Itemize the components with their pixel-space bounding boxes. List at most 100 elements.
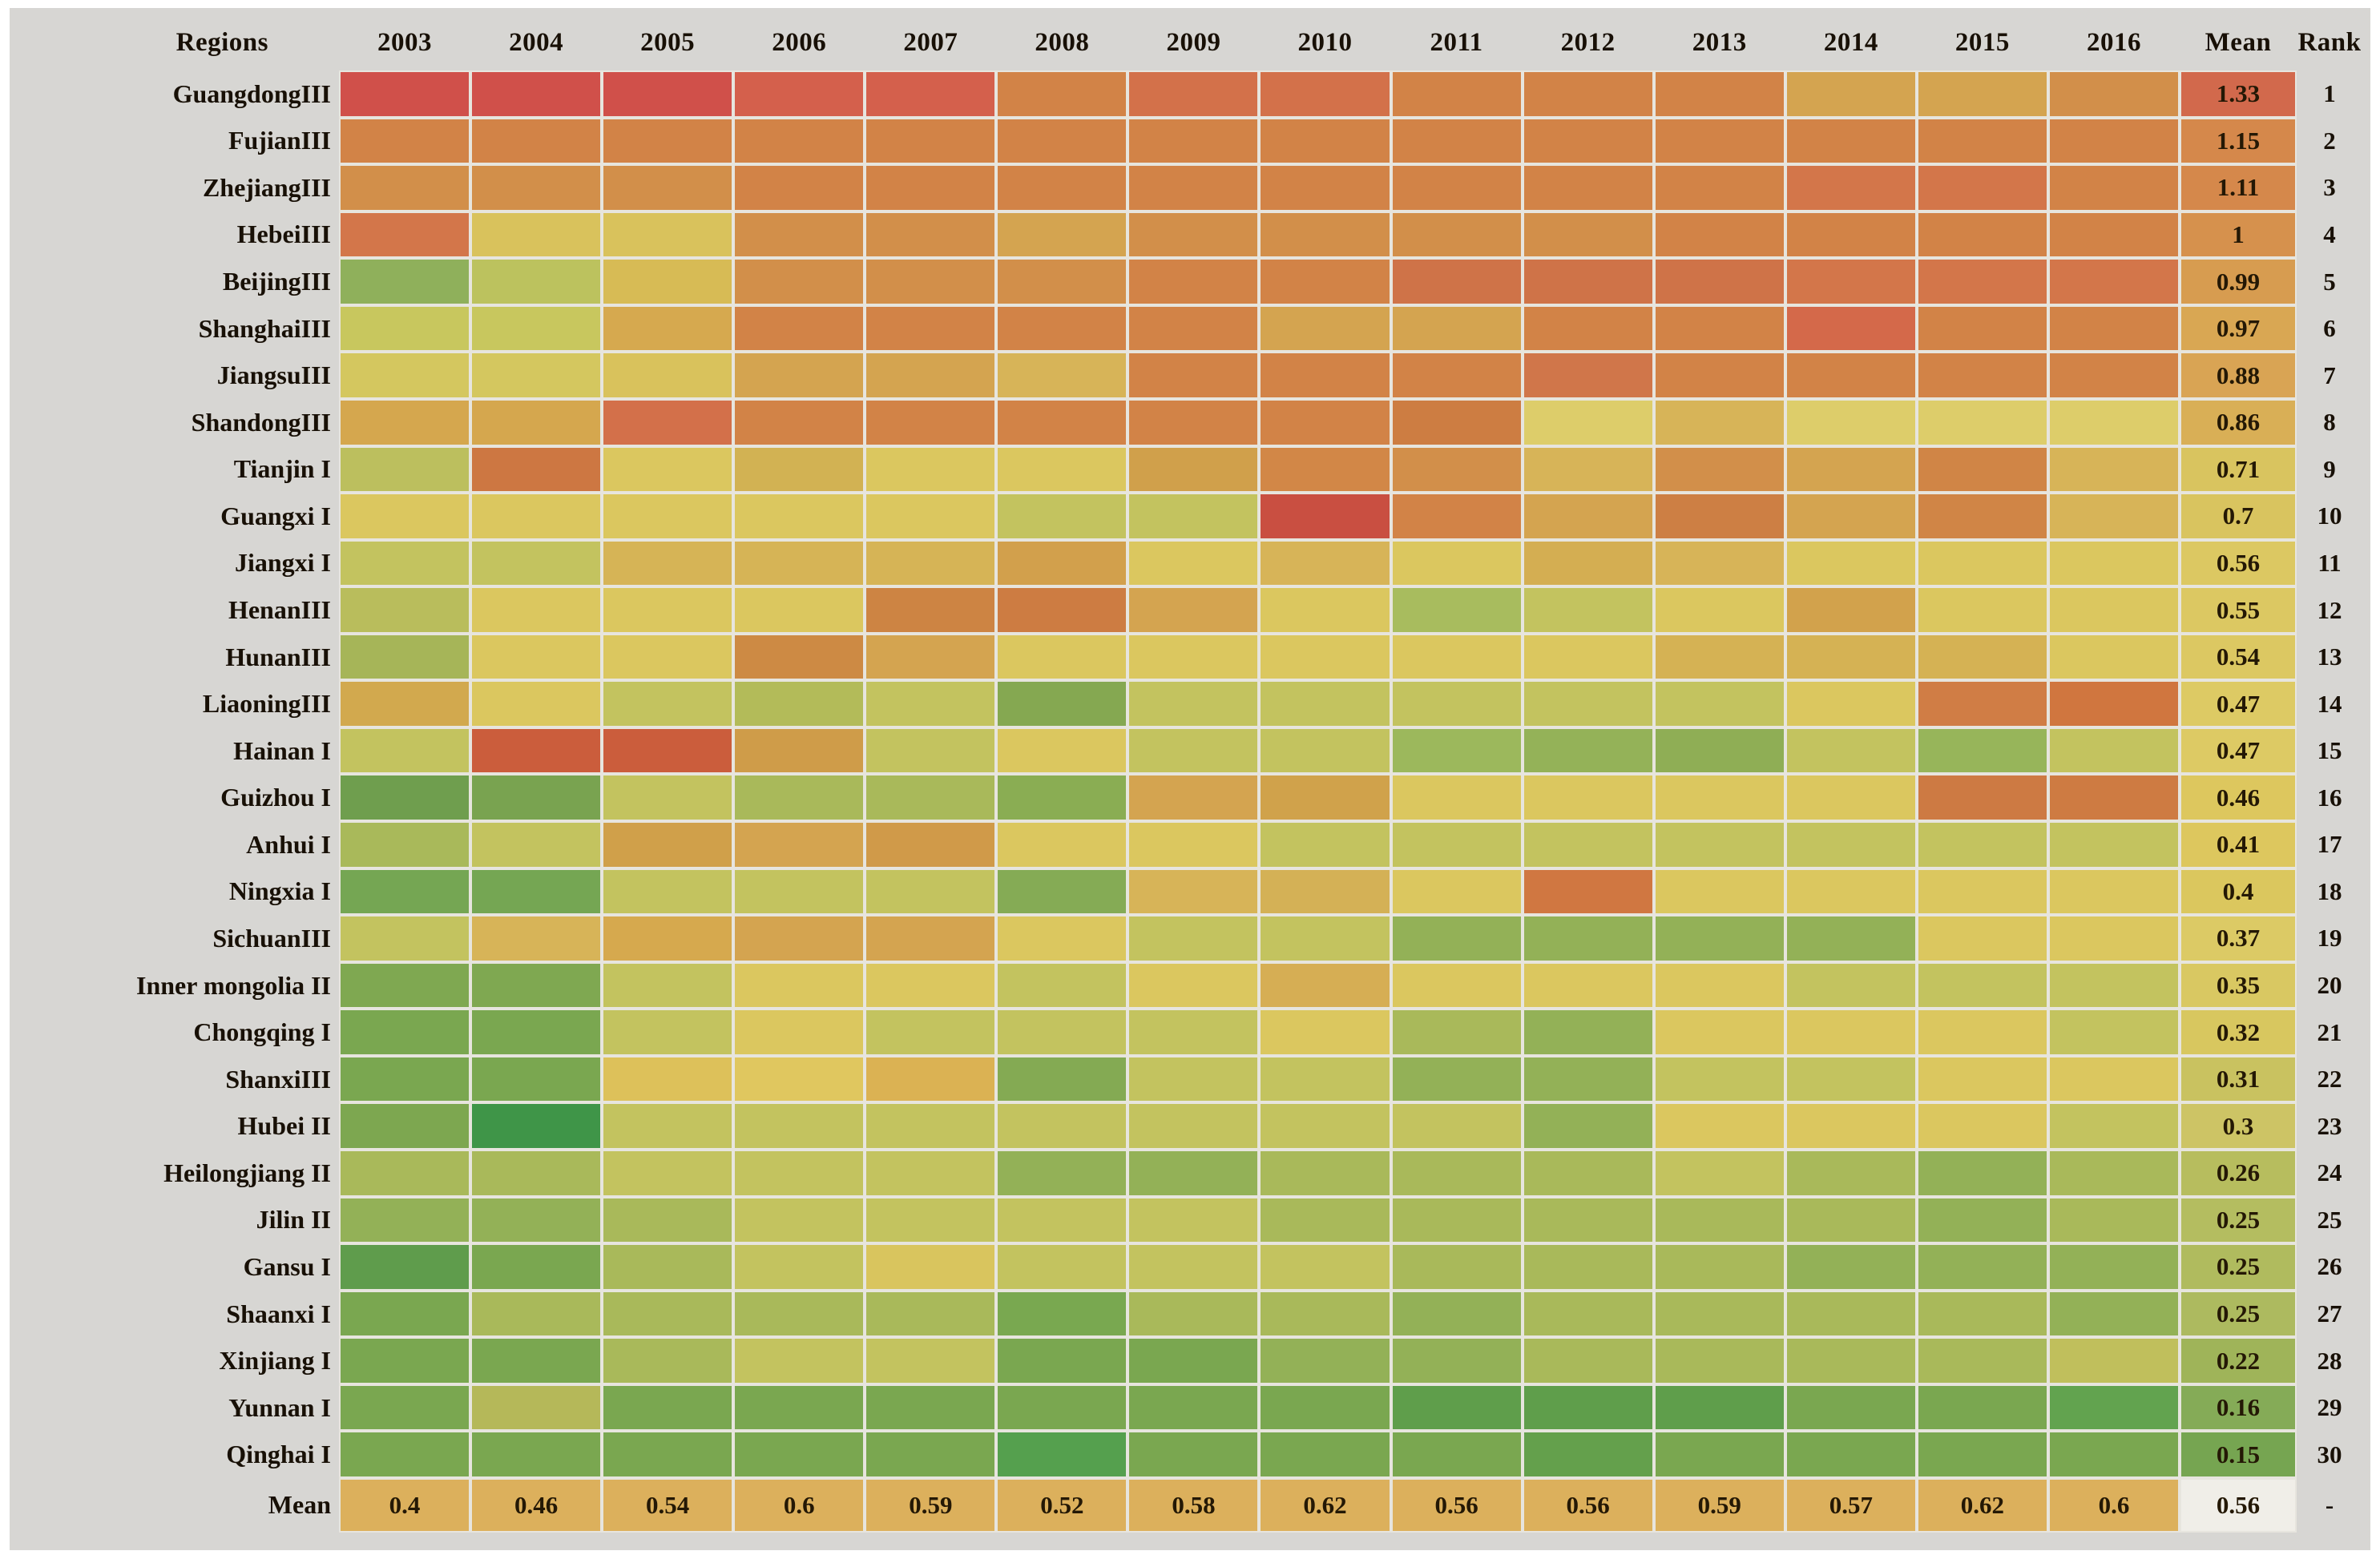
heatmap-table: Regions 2003 2004 2005 2006 2007 2008 2009 2010 2… <box>14 14 2362 1533</box>
heatmap-cell <box>865 633 997 681</box>
heatmap-cell <box>733 821 865 868</box>
heatmap-cell <box>602 1150 734 1197</box>
region-label: Inner mongolia II <box>135 970 331 1000</box>
heatmap-cell <box>733 633 865 681</box>
heatmap-cell <box>1127 164 1260 211</box>
heatmap-cell <box>1522 493 1654 540</box>
heatmap-cell <box>1653 1009 1785 1056</box>
heatmap-cell <box>1653 70 1785 118</box>
heatmap-cell <box>602 164 734 211</box>
heatmap-cell <box>602 1431 734 1478</box>
heatmap-cell <box>1259 1337 1391 1384</box>
heatmap-cell <box>996 1384 1128 1432</box>
heatmap-cell <box>1127 727 1260 775</box>
heatmap-cell <box>1390 1196 1523 1244</box>
heatmap-cell <box>1785 915 1917 962</box>
heatmap-cell <box>1390 1243 1523 1291</box>
row-mean-value: 0.25 <box>2179 1290 2297 1338</box>
heatmap-cell <box>1785 1055 1917 1103</box>
heatmap-cell <box>339 1055 471 1103</box>
heatmap-cell <box>1916 1337 2048 1384</box>
region-label: Jiangxi I <box>234 548 331 578</box>
heatmap-cell <box>1522 211 1654 259</box>
heatmap-cell <box>733 70 865 118</box>
heatmap-cell <box>865 915 997 962</box>
heatmap-cell <box>1127 680 1260 727</box>
row-mean-value: 1 <box>2179 211 2297 259</box>
heatmap-cell <box>1916 727 2048 775</box>
region-label: Heilongjiang II <box>163 1158 331 1187</box>
heatmap-cell <box>1785 1196 1917 1244</box>
heatmap-cell <box>1653 1055 1785 1103</box>
heatmap-cell <box>1390 961 1523 1009</box>
heatmap-cell <box>602 70 734 118</box>
heatmap-cell <box>1522 1196 1654 1244</box>
heatmap-cell <box>470 961 603 1009</box>
footer-mean-label: Mean <box>268 1490 331 1520</box>
heatmap-cell <box>1522 1290 1654 1338</box>
heatmap-cell <box>1390 1009 1523 1056</box>
heatmap-cell <box>2047 961 2180 1009</box>
row-rank-value: 16 <box>2317 783 2342 812</box>
column-mean-value: 0.54 <box>602 1477 734 1533</box>
heatmap-cell <box>339 258 471 305</box>
heatmap-cell <box>602 117 734 165</box>
heatmap-cell <box>733 493 865 540</box>
row-rank-value: 19 <box>2317 924 2342 953</box>
heatmap-cell <box>602 1055 734 1103</box>
heatmap-cell <box>1916 1102 2048 1150</box>
heatmap-cell <box>865 398 997 446</box>
heatmap-cell <box>1916 961 2048 1009</box>
heatmap-cell <box>1522 727 1654 775</box>
heatmap-cell <box>602 211 734 259</box>
heatmap-cell <box>1785 821 1917 868</box>
heatmap-cell <box>996 680 1128 727</box>
column-header-year: 2008 <box>1035 27 1090 57</box>
heatmap-cell <box>733 304 865 352</box>
heatmap-cell <box>1259 1384 1391 1432</box>
heatmap-cell <box>1916 633 2048 681</box>
heatmap-cell <box>1916 258 2048 305</box>
heatmap-cell <box>339 961 471 1009</box>
heatmap-cell <box>733 915 865 962</box>
heatmap-cell <box>1127 1337 1260 1384</box>
heatmap-cell <box>996 774 1128 822</box>
heatmap-cell <box>865 961 997 1009</box>
heatmap-cell <box>1785 304 1917 352</box>
heatmap-cell <box>1390 258 1523 305</box>
heatmap-cell <box>733 961 865 1009</box>
column-mean-value: 0.6 <box>733 1477 865 1533</box>
heatmap-cell <box>602 774 734 822</box>
row-mean-value: 0.86 <box>2179 398 2297 446</box>
row-mean-value: 0.35 <box>2179 961 2297 1009</box>
heatmap-cell <box>1259 352 1391 399</box>
heatmap-cell <box>1916 164 2048 211</box>
row-mean-value: 0.7 <box>2179 493 2297 540</box>
heatmap-cell <box>1522 1337 1654 1384</box>
heatmap-cell <box>339 304 471 352</box>
row-rank-value: 20 <box>2317 971 2342 1000</box>
heatmap-cell <box>602 633 734 681</box>
heatmap-cell <box>865 1337 997 1384</box>
heatmap-cell <box>1390 821 1523 868</box>
heatmap-cell <box>1390 493 1523 540</box>
heatmap-cell <box>1259 727 1391 775</box>
row-rank-value: 23 <box>2317 1111 2342 1140</box>
heatmap-cell <box>1259 1243 1391 1291</box>
heatmap-cell <box>996 915 1128 962</box>
heatmap-cell <box>2047 1196 2180 1244</box>
column-header-year: 2013 <box>1692 27 1747 57</box>
row-mean-value: 0.31 <box>2179 1055 2297 1103</box>
heatmap-cell <box>2047 1290 2180 1338</box>
column-mean-value: 0.56 <box>1522 1477 1654 1533</box>
row-rank-value: 12 <box>2317 595 2342 624</box>
row-rank-value: 30 <box>2317 1440 2342 1468</box>
column-mean-value: 0.59 <box>865 1477 997 1533</box>
heatmap-cell <box>1259 586 1391 634</box>
heatmap-cell <box>1259 117 1391 165</box>
heatmap-cell <box>1390 304 1523 352</box>
heatmap-cell <box>1259 1009 1391 1056</box>
row-rank-value: 2 <box>2323 126 2336 155</box>
heatmap-cell <box>2047 493 2180 540</box>
heatmap-cell <box>1916 117 2048 165</box>
